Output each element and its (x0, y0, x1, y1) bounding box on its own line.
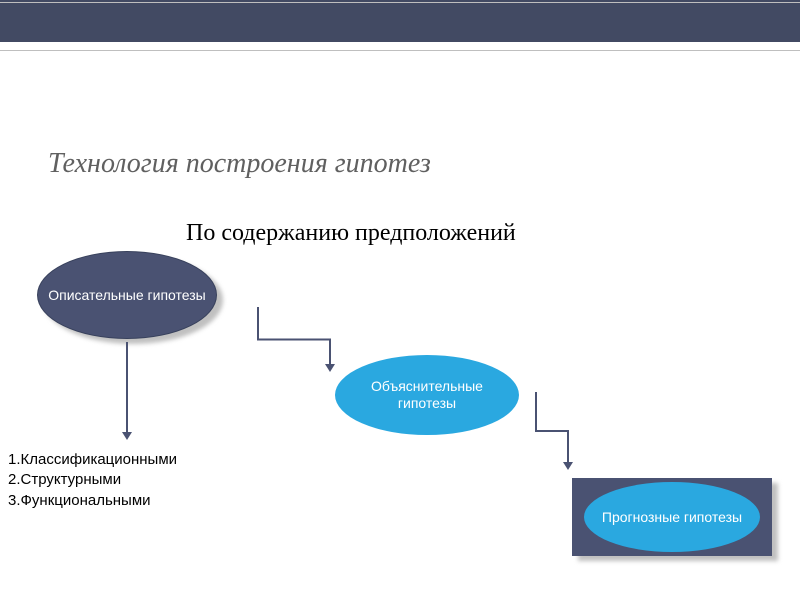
list-item: 3.Функциональными (8, 491, 177, 511)
node-descriptive: Описательные гипотезы (37, 251, 217, 339)
node-descriptive-label: Описательные гипотезы (48, 287, 205, 304)
node-prognostic: Прогнозные гипотезы (584, 482, 760, 552)
classification-list: 1.Классификационными 2.Структурными 3.Фу… (8, 450, 177, 511)
slide-subtitle: По содержанию предположений (186, 220, 516, 247)
arrow-desc-to-list (117, 342, 137, 444)
header-line-1 (0, 2, 800, 3)
node-explanatory: Объяснительные гипотезы (335, 355, 519, 435)
header-line-2 (0, 50, 800, 51)
node-explanatory-label: Объяснительные гипотезы (346, 378, 508, 412)
list-item: 1.Классификационными (8, 450, 177, 470)
header-bar (0, 0, 800, 42)
slide-title: Технология построения гипотез (48, 148, 431, 180)
node-prognostic-label: Прогнозные гипотезы (602, 509, 742, 526)
arrow-expl-to-prog (526, 382, 578, 480)
list-item: 2.Структурными (8, 470, 177, 490)
arrow-desc-to-expl (248, 297, 340, 382)
